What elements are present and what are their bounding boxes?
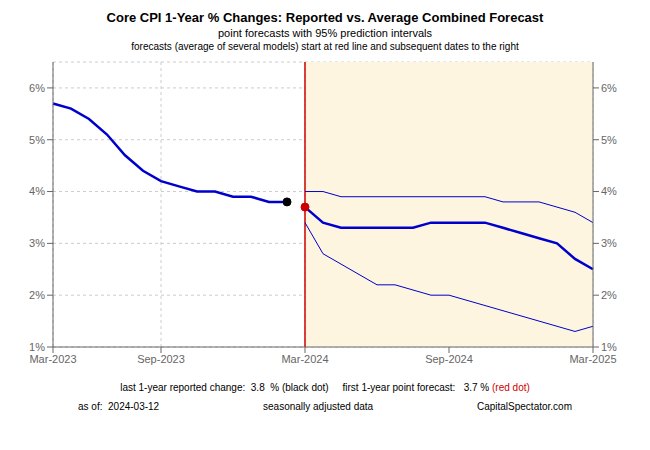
svg-text:Sep-2023: Sep-2023: [137, 353, 185, 365]
svg-text:3%: 3%: [29, 237, 45, 249]
svg-text:5%: 5%: [601, 134, 617, 146]
html-text:Core CPI 1-Year % Changes: Rep: Core CPI 1-Year % Changes: Reported vs. …: [106, 10, 544, 25]
html-text:last 1-year reported change: 3: last 1-year reported change: 3.8 % (blac…: [120, 382, 530, 393]
svg-text:4%: 4%: [29, 185, 45, 197]
svg-text:2%: 2%: [29, 289, 45, 301]
svg-text:5%: 5%: [29, 134, 45, 146]
svg-text:4%: 4%: [601, 185, 617, 197]
html-text:as of: 2024-03-12: as of: 2024-03-12: [78, 401, 160, 412]
svg-text:1%: 1%: [29, 341, 45, 353]
html-text:point forecasts with 95% predi: point forecasts with 95% prediction inte…: [218, 27, 432, 39]
svg-text:Mar-2024: Mar-2024: [281, 353, 328, 365]
svg-text:6%: 6%: [601, 82, 617, 94]
svg-text:Mar-2025: Mar-2025: [569, 353, 616, 365]
svg-text:1%: 1%: [601, 341, 617, 353]
svg-text:3%: 3%: [601, 237, 617, 249]
svg-text:Sep-2024: Sep-2024: [425, 353, 473, 365]
svg-text:Mar-2023: Mar-2023: [29, 353, 76, 365]
html-text:forecasts (average of several: forecasts (average of several models) st…: [131, 41, 519, 52]
svg-text:2%: 2%: [601, 289, 617, 301]
html-text:seasonally adjusted data: seasonally adjusted data: [263, 401, 374, 412]
svg-text:6%: 6%: [29, 82, 45, 94]
html-text:CapitalSpectator.com: CapitalSpectator.com: [476, 401, 572, 412]
